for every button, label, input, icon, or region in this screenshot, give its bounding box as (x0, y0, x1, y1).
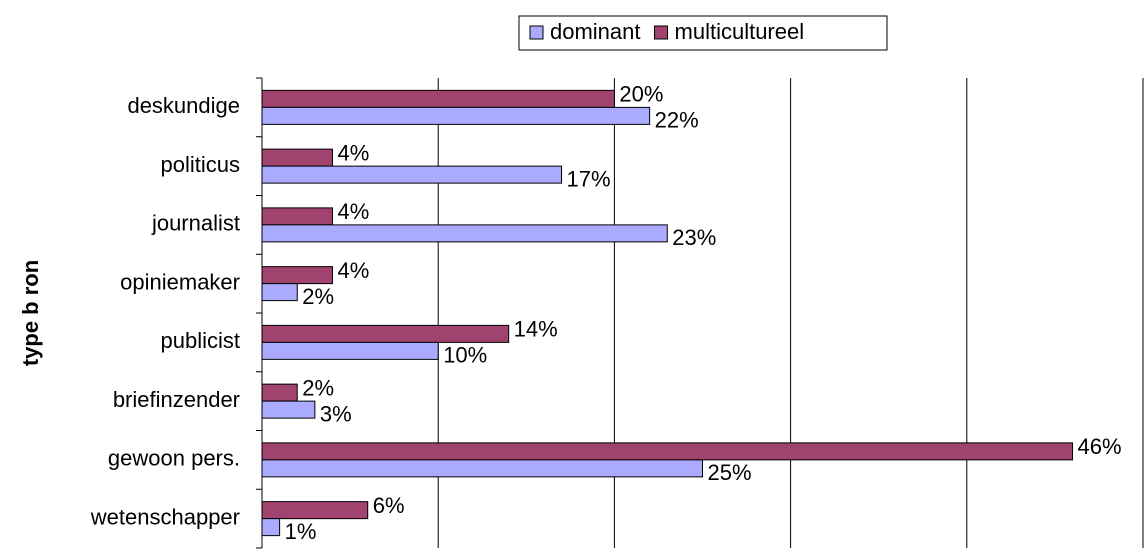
value-label: 46% (1078, 434, 1122, 459)
y-tick-label: politicus (161, 152, 240, 177)
y-tick-label: briefinzender (113, 387, 240, 412)
value-label: 3% (320, 401, 352, 426)
y-tick-label: publicist (161, 328, 240, 353)
bar (261, 224, 668, 243)
value-label: 6% (373, 493, 405, 518)
bar (261, 459, 703, 478)
y-tick-label: deskundige (127, 93, 240, 118)
y-tick-label: journalist (151, 211, 240, 236)
legend-swatch (529, 25, 544, 40)
bar (261, 106, 651, 125)
bar (261, 207, 333, 226)
value-label: 22% (655, 108, 699, 133)
y-tick-label: opiniemaker (120, 269, 240, 294)
value-label: 10% (443, 343, 487, 368)
bar (261, 383, 298, 402)
value-label: 2% (302, 375, 334, 400)
y-tick-label: wetenschapper (90, 504, 240, 529)
y-tick-label: gewoon pers. (108, 446, 240, 471)
value-label: 23% (672, 225, 716, 250)
bar (261, 518, 281, 537)
legend-label: multicultureel (675, 19, 805, 44)
y-axis-label: type b ron (18, 260, 43, 366)
bar (261, 89, 615, 108)
bar (261, 283, 298, 302)
bar (261, 400, 316, 419)
value-label: 4% (337, 199, 369, 224)
value-label: 2% (302, 284, 334, 309)
bar (261, 148, 333, 167)
legend-box (518, 15, 888, 51)
legend-swatch (654, 25, 669, 40)
value-label: 14% (514, 317, 558, 342)
value-label: 25% (708, 460, 752, 485)
bar (261, 341, 439, 360)
value-label: 4% (337, 258, 369, 283)
value-label: 1% (285, 519, 317, 544)
value-label: 4% (337, 140, 369, 165)
value-label: 17% (567, 166, 611, 191)
value-label: 20% (619, 82, 663, 107)
bar (261, 442, 1074, 461)
bar (261, 266, 333, 285)
legend-label: dominant (550, 19, 641, 44)
bar (261, 324, 510, 343)
bar (261, 501, 369, 520)
bar (261, 165, 563, 184)
